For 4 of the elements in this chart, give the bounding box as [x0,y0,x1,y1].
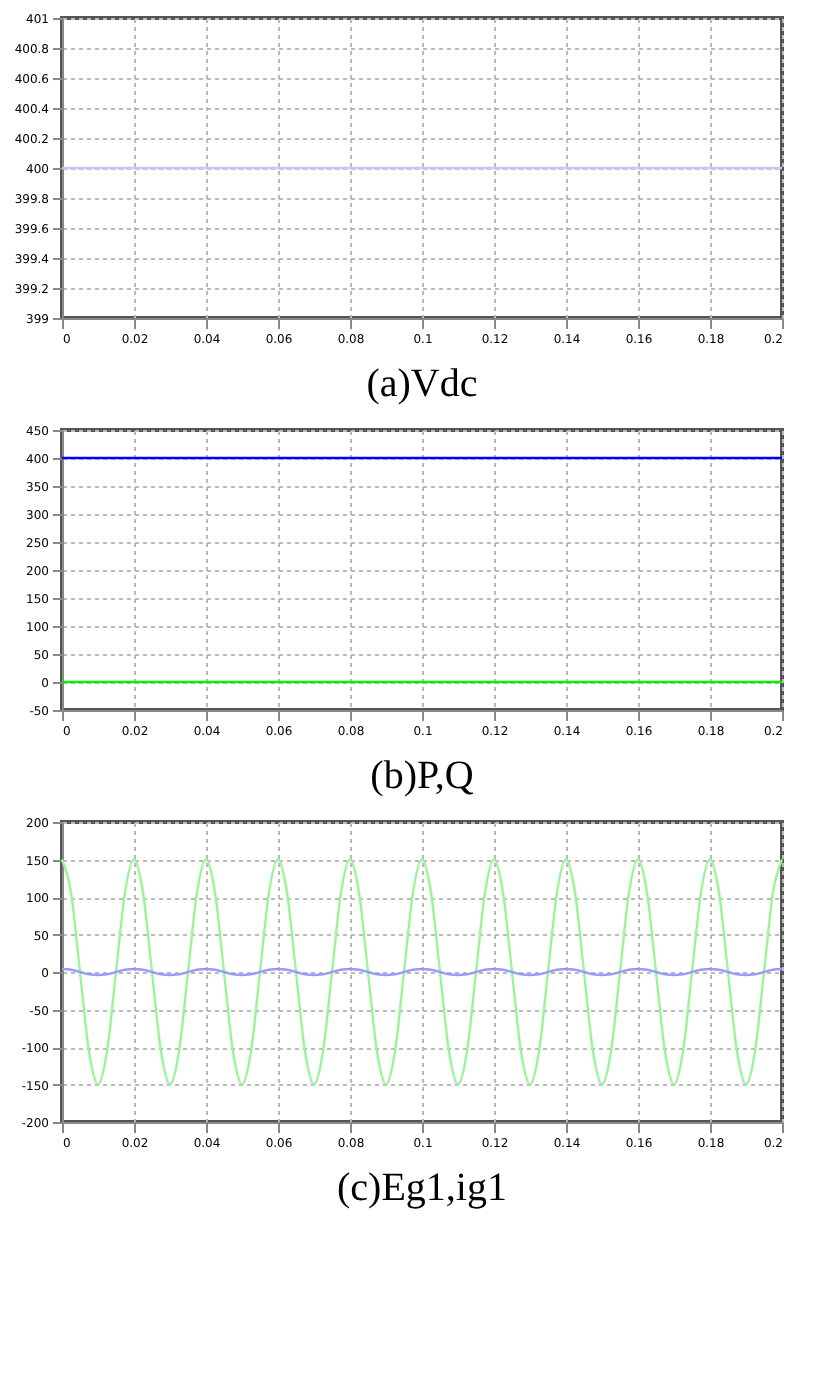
text: (a)Vdc [366,362,478,406]
line-series [60,858,784,1086]
text: (b)P,Q [370,754,475,798]
text: (c)Eg1,ig1 [337,1166,507,1210]
